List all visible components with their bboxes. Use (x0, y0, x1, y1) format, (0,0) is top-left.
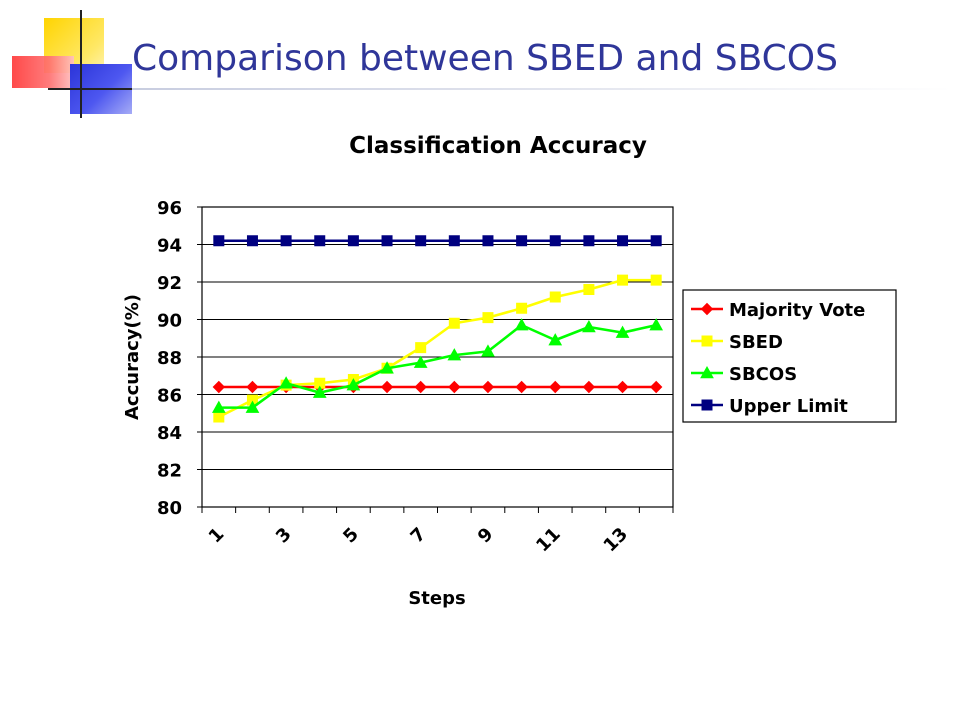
x-axis-ticks: 1 3 5 7 9 11 13 (201, 507, 674, 557)
y-tick-label: 90 (157, 311, 182, 332)
data-point-sbcos (211, 400, 226, 413)
data-point-sbed (516, 302, 528, 314)
data-point-upper-limit (314, 235, 326, 247)
y-tick-label: 94 (157, 236, 182, 257)
x-tick-label: 9 (474, 524, 498, 548)
data-point-sbed (448, 317, 460, 329)
legend-label: Upper Limit (729, 396, 848, 417)
decor-horizontal-line (48, 88, 144, 90)
x-tick-label: 1 (205, 524, 229, 548)
data-point-upper-limit (381, 235, 393, 247)
data-point-upper-limit (415, 235, 427, 247)
data-point-sbcos (346, 378, 361, 391)
data-point-sbcos (481, 344, 495, 357)
data-point-majority-vote (212, 380, 226, 394)
y-tick-label: 80 (157, 498, 182, 519)
legend-item-majority-vote: Majority Vote (691, 300, 865, 321)
data-point-sbcos (413, 355, 428, 368)
legend-box (682, 289, 897, 423)
legend-label: Majority Vote (729, 300, 865, 321)
data-point-upper-limit (448, 235, 460, 247)
data-point-majority-vote (414, 380, 427, 394)
y-tick-label: 82 (157, 461, 182, 482)
data-point-upper-limit (617, 235, 629, 247)
data-point-upper-limit (650, 235, 662, 247)
legend-swatch-marker (701, 335, 713, 347)
y-tick-label: 84 (157, 423, 182, 444)
x-tick-label: 13 (600, 524, 633, 557)
series-line-sbcos (218, 323, 657, 409)
data-point-sbcos (279, 376, 293, 389)
decor-red-bar (12, 56, 74, 88)
data-point-upper-limit (549, 235, 561, 247)
data-point-upper-limit (213, 235, 225, 247)
series-sbcos (211, 318, 664, 413)
data-point-sbed (650, 274, 662, 286)
y-axis-label: Accuracy(%) (122, 294, 143, 420)
data-point-upper-limit (482, 235, 494, 247)
legend-swatch-marker (701, 399, 713, 411)
data-point-sbed (549, 291, 561, 303)
legend: Majority Vote SBED SBCOS Upper Limit (682, 289, 897, 423)
data-point-majority-vote (549, 380, 562, 394)
series-layer (211, 235, 664, 423)
data-point-majority-vote (481, 380, 495, 394)
data-point-sbed (617, 274, 629, 286)
data-point-sbcos (380, 361, 394, 374)
x-tick-label: 7 (407, 524, 431, 548)
grid-lines (202, 244, 673, 470)
data-point-sbed (482, 312, 494, 324)
data-point-sbed (213, 411, 225, 423)
series-upper-limit (213, 235, 662, 247)
data-point-majority-vote (616, 380, 629, 394)
data-point-sbcos (447, 348, 462, 361)
data-point-sbcos (312, 385, 327, 398)
slide-title: Comparison between SBED and SBCOS (132, 38, 838, 79)
x-tick-label: 5 (339, 524, 363, 548)
data-point-sbcos (649, 318, 664, 331)
data-point-sbcos (582, 319, 596, 333)
legend-swatch-marker (700, 365, 714, 379)
legend-item-upper-limit: Upper Limit (691, 396, 848, 417)
x-tick-label: 3 (272, 524, 296, 548)
data-point-majority-vote (380, 380, 394, 394)
chart-title: Classification Accuracy (349, 133, 647, 159)
data-point-sbcos (615, 325, 630, 338)
data-point-upper-limit (280, 235, 292, 247)
data-point-upper-limit (516, 235, 528, 247)
data-point-sbed (583, 284, 595, 295)
data-point-upper-limit (347, 235, 359, 247)
data-point-sbcos (514, 318, 529, 331)
data-point-upper-limit (246, 235, 258, 247)
title-underline (132, 88, 952, 90)
legend-item-sbed: SBED (691, 332, 783, 353)
y-tick-label: 88 (157, 348, 182, 369)
data-point-sbcos (548, 333, 563, 346)
x-tick-label: 11 (532, 524, 565, 557)
legend-item-sbcos: SBCOS (691, 364, 797, 385)
data-point-sbed (415, 342, 427, 354)
data-point-majority-vote (515, 380, 528, 394)
data-point-majority-vote (246, 380, 259, 394)
legend-label: SBCOS (729, 364, 797, 385)
y-tick-label: 96 (157, 198, 182, 219)
x-axis-label: Steps (408, 588, 465, 609)
data-point-sbcos (245, 400, 260, 413)
legend-label: SBED (729, 332, 783, 353)
legend-swatch-marker (700, 302, 714, 316)
data-point-upper-limit (583, 235, 595, 247)
y-tick-label: 92 (157, 273, 182, 294)
data-point-majority-vote (582, 380, 596, 394)
data-point-majority-vote (448, 380, 461, 394)
decor-vertical-line (80, 10, 82, 118)
y-tick-label: 86 (157, 386, 182, 407)
data-point-majority-vote (649, 380, 663, 394)
y-axis-ticks: 80 82 84 86 88 90 92 94 96 (157, 198, 202, 519)
